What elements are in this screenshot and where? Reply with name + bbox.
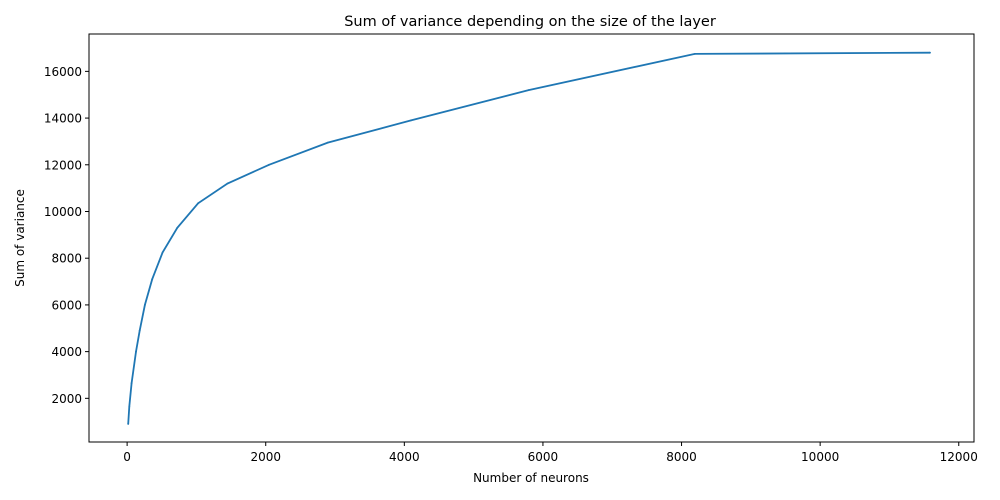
y-tick-label: 14000 <box>44 112 82 126</box>
x-tick-label: 10000 <box>801 450 839 464</box>
data-point <box>127 423 130 425</box>
x-tick-label: 0 <box>123 450 131 464</box>
data-point <box>197 202 200 205</box>
x-tick-label: 2000 <box>250 450 281 464</box>
y-tick-label: 2000 <box>51 392 82 406</box>
x-axis: 0 2000 4000 6000 8000 10000 12000 <box>123 442 978 464</box>
data-point <box>128 405 131 408</box>
y-axis: 2000 4000 6000 8000 10000 12000 14000 16000 <box>44 65 89 406</box>
y-tick-label: 10000 <box>44 205 82 219</box>
plot-frame <box>88 33 975 443</box>
x-tick-label: 4000 <box>389 450 420 464</box>
chart-title: Sum of variance depending on the size of… <box>344 14 716 30</box>
data-point <box>929 51 931 54</box>
y-tick-label: 6000 <box>51 298 82 312</box>
data-point <box>326 141 329 144</box>
data-point <box>144 304 146 306</box>
data-point <box>161 251 164 254</box>
data-point <box>138 329 141 332</box>
series-line <box>127 51 931 425</box>
data-point <box>693 53 696 55</box>
y-axis-label: Sum of variance <box>13 189 27 287</box>
x-tick-label: 8000 <box>666 450 697 464</box>
y-tick-label: 4000 <box>51 345 82 359</box>
plot-area: 0 2000 4000 6000 8000 10000 12000 2000 4000 6000… <box>44 33 978 464</box>
data-point <box>527 89 530 91</box>
y-tick-label: 16000 <box>44 65 82 79</box>
y-tick-label: 12000 <box>44 158 82 172</box>
x-tick-label: 6000 <box>528 450 559 464</box>
y-tick-label: 8000 <box>51 252 82 266</box>
x-axis-label: Number of neurons <box>473 471 589 485</box>
data-point <box>130 382 133 384</box>
data-point <box>268 163 270 166</box>
data-point <box>226 182 229 185</box>
x-tick-label: 12000 <box>940 450 978 464</box>
data-point <box>151 278 154 281</box>
data-point <box>410 119 412 122</box>
data-point <box>176 226 179 229</box>
data-point <box>135 350 137 353</box>
